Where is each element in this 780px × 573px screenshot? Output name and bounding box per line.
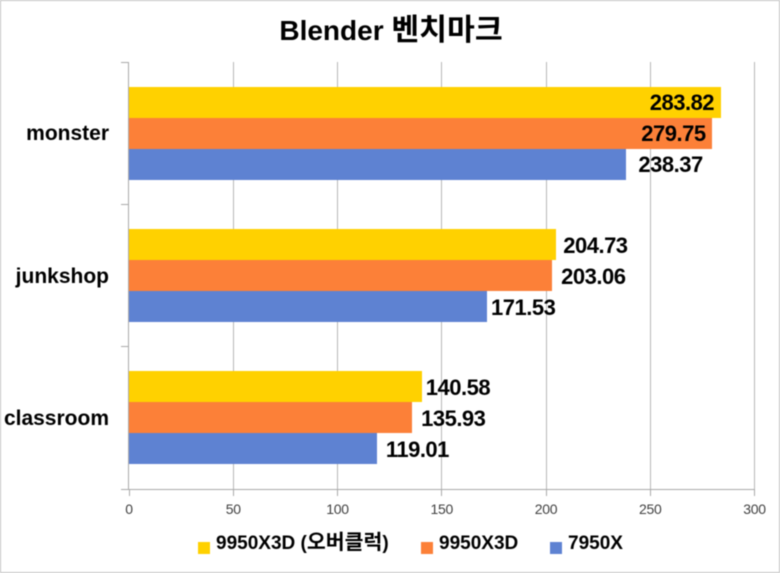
bar-value-label-monster-series1: 283.82 <box>649 90 715 116</box>
y-axis-tick-1 <box>121 203 128 205</box>
bar-monster-series2 <box>129 117 713 149</box>
bar-junkshop-series3 <box>129 291 487 322</box>
x-tick-label-200: 200 <box>534 501 558 517</box>
x-axis-tick-300 <box>754 489 755 496</box>
y-axis-tick-0 <box>121 61 128 63</box>
x-tick-label-150: 150 <box>430 501 454 517</box>
x-tick-label-100: 100 <box>326 501 349 517</box>
x-axis-tick-0 <box>128 489 130 496</box>
gridline-250 <box>649 62 651 489</box>
gridline-300 <box>754 62 755 489</box>
bar-value-label-classroom-series2: 135.93 <box>421 405 486 431</box>
bar-value-label-junkshop-series3: 171.53 <box>491 294 556 320</box>
bar-value-label-classroom-series3: 119.01 <box>385 436 450 462</box>
bar-classroom-series3 <box>129 433 378 465</box>
x-axis-line <box>128 488 755 490</box>
category-label-monster: monster <box>26 122 109 146</box>
bar-value-label-monster-series2: 279.75 <box>641 121 706 147</box>
bar-junkshop-series2 <box>129 260 553 291</box>
x-axis-tick-200 <box>545 489 547 496</box>
y-axis-line <box>128 62 129 490</box>
legend-label-1: 9950X3D (오버클럭) <box>216 533 389 554</box>
bar-value-label-junkshop-series1: 204.73 <box>563 232 628 258</box>
x-tick-label-50: 50 <box>225 501 241 517</box>
bar-classroom-series1 <box>129 371 423 403</box>
x-axis-tick-50 <box>232 489 234 496</box>
bar-monster-series3 <box>129 148 626 180</box>
x-tick-label-300: 300 <box>743 501 766 517</box>
x-axis-tick-150 <box>441 489 443 496</box>
y-axis-tick-2 <box>121 346 128 348</box>
y-axis-tick-3 <box>121 488 128 490</box>
legend-label-3: 7950X <box>568 533 623 554</box>
bar-value-label-classroom-series1: 140.58 <box>425 374 491 400</box>
category-label-junkshop: junkshop <box>15 264 109 288</box>
legend-swatch-1 <box>198 541 210 554</box>
x-axis-tick-250 <box>649 489 651 496</box>
bar-monster-series1 <box>129 86 721 118</box>
bar-junkshop-series1 <box>129 229 556 260</box>
bar-classroom-series2 <box>129 402 413 434</box>
category-label-classroom: classroom <box>3 406 109 430</box>
bar-value-label-monster-series3: 238.37 <box>638 152 703 178</box>
chart-title: Blender 벤치마크 <box>279 15 503 46</box>
x-axis-tick-100 <box>337 489 338 496</box>
legend-label-2: 9950X3D <box>439 533 519 554</box>
legend-swatch-2 <box>421 541 433 554</box>
bar-value-label-junkshop-series2: 203.06 <box>561 263 626 289</box>
x-tick-label-250: 250 <box>639 501 662 517</box>
x-tick-label-0: 0 <box>125 501 133 517</box>
legend-swatch-3 <box>550 541 562 554</box>
